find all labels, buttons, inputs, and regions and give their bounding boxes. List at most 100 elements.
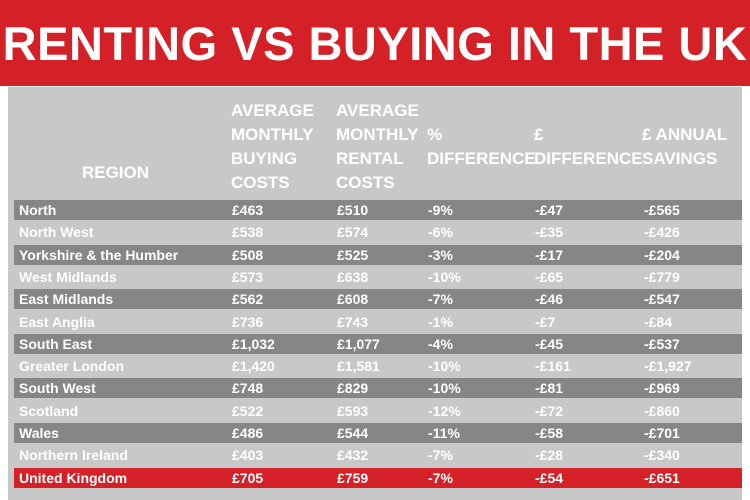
header-buying-line: AVERAGE	[231, 101, 314, 120]
cell-annual-savings: -£651	[644, 470, 680, 486]
cell-region: West Midlands	[19, 269, 117, 285]
cell-buying-cost: £463	[232, 202, 264, 218]
cell-gbp-difference: -£17	[535, 247, 564, 263]
header-diff: £ DIFFERENCE	[534, 123, 643, 171]
table-row: Greater London £1,420 £1,581 -10% -£161 -£1,9…	[14, 356, 742, 376]
cell-annual-savings: -£565	[644, 202, 680, 218]
header-rental-line: AVERAGE	[336, 101, 419, 120]
header-diff-line: £	[534, 125, 544, 144]
header-buying-line: BUYING	[231, 149, 298, 168]
cell-buying-cost: £1,032	[232, 336, 275, 352]
cell-annual-savings: -£537	[644, 336, 680, 352]
cell-gbp-difference: -£65	[535, 269, 564, 285]
header-rental-line: MONTHLY	[336, 125, 419, 144]
table-row: West Midlands £573 £638 -10% -£65 -£779	[14, 267, 742, 287]
cell-rental-cost: £574	[337, 224, 369, 240]
cell-pct-difference: -4%	[428, 336, 453, 352]
cell-region: South West	[19, 380, 96, 396]
table-row-total: United Kingdom £705 £759 -7% -£54 -£651	[14, 468, 742, 488]
cell-region: East Anglia	[19, 314, 95, 330]
header-savings-line: SAVINGS	[642, 149, 718, 168]
cell-pct-difference: -12%	[428, 403, 461, 419]
cell-pct-difference: -3%	[428, 247, 453, 263]
cell-annual-savings: -£969	[644, 380, 680, 396]
cell-region: Scotland	[19, 403, 79, 419]
cell-region: North West	[19, 224, 94, 240]
cell-annual-savings: -£426	[644, 224, 680, 240]
cell-annual-savings: -£1,927	[644, 358, 692, 374]
cell-region: South East	[19, 336, 93, 352]
cell-buying-cost: £748	[232, 380, 264, 396]
table-row: South East £1,032 £1,077 -4% -£45 -£537	[14, 334, 742, 354]
header-diff-line: DIFFERENCE	[534, 149, 643, 168]
cell-pct-difference: -10%	[428, 358, 461, 374]
cell-pct-difference: -11%	[428, 425, 460, 441]
cell-buying-cost: £736	[232, 314, 264, 330]
cell-buying-cost: £403	[232, 447, 264, 463]
cell-rental-cost: £1,581	[337, 358, 380, 374]
cell-gbp-difference: -£54	[535, 470, 564, 486]
cell-buying-cost: £522	[232, 403, 264, 419]
cell-rental-cost: £544	[337, 425, 369, 441]
table-panel: REGION AVERAGE MONTHLY BUYING COSTS AVER…	[8, 87, 742, 500]
header-buying-line: COSTS	[231, 173, 290, 192]
cell-annual-savings: -£340	[644, 447, 680, 463]
cell-pct-difference: -9%	[428, 202, 453, 218]
cell-buying-cost: £486	[232, 425, 264, 441]
cell-pct-difference: -10%	[428, 380, 461, 396]
cell-rental-cost: £593	[337, 403, 369, 419]
cell-region: Northern Ireland	[19, 447, 128, 463]
header-savings: £ ANNUAL SAVINGS	[642, 123, 727, 171]
cell-annual-savings: -£701	[644, 425, 680, 441]
table-row: Wales £486 £544 -11% -£58 -£701	[14, 423, 742, 443]
cell-annual-savings: -£860	[644, 403, 680, 419]
cell-pct-difference: -1%	[428, 314, 453, 330]
header-pct-line: %	[427, 125, 443, 144]
cell-buying-cost: £538	[232, 224, 264, 240]
cell-gbp-difference: -£58	[535, 425, 564, 441]
cell-rental-cost: £638	[337, 269, 369, 285]
cell-annual-savings: -£547	[644, 291, 680, 307]
cell-region: Greater London	[19, 358, 125, 374]
cell-annual-savings: -£84	[644, 314, 673, 330]
header-buying-line: MONTHLY	[231, 125, 314, 144]
page-title: RENTING VS BUYING IN THE UK	[2, 16, 748, 70]
cell-annual-savings: -£204	[644, 247, 680, 263]
cell-gbp-difference: -£72	[535, 403, 564, 419]
cell-gbp-difference: -£46	[535, 291, 564, 307]
cell-buying-cost: £573	[232, 269, 264, 285]
cell-region: Yorkshire & the Humber	[19, 247, 179, 263]
header-buying: AVERAGE MONTHLY BUYING COSTS	[231, 99, 314, 195]
table-row: Scotland £522 £593 -12% -£72 -£860	[14, 401, 742, 421]
cell-buying-cost: £562	[232, 291, 264, 307]
cell-buying-cost: £705	[232, 470, 264, 486]
cell-pct-difference: -10%	[428, 269, 461, 285]
cell-gbp-difference: -£81	[535, 380, 564, 396]
header-rental-line: COSTS	[336, 173, 395, 192]
cell-gbp-difference: -£161	[535, 358, 571, 374]
cell-rental-cost: £432	[337, 447, 369, 463]
cell-buying-cost: £508	[232, 247, 264, 263]
cell-rental-cost: £759	[337, 470, 369, 486]
cell-rental-cost: £743	[337, 314, 369, 330]
table-row: East Midlands £562 £608 -7% -£46 -£547	[14, 289, 742, 309]
header-pct-line: DIFFERENCE	[427, 149, 536, 168]
cell-buying-cost: £1,420	[232, 358, 275, 374]
table-row: North £463 £510 -9% -£47 -£565	[14, 200, 742, 220]
table-row: East Anglia £736 £743 -1% -£7 -£84	[14, 312, 742, 332]
cell-pct-difference: -7%	[428, 470, 453, 486]
cell-region: North	[19, 202, 57, 218]
cell-gbp-difference: -£45	[535, 336, 564, 352]
cell-gbp-difference: -£28	[535, 447, 564, 463]
table-row: North West £538 £574 -6% -£35 -£426	[14, 222, 742, 242]
cell-rental-cost: £829	[337, 380, 369, 396]
cell-gbp-difference: -£47	[535, 202, 564, 218]
cell-gbp-difference: -£7	[535, 314, 556, 330]
cell-rental-cost: £608	[337, 291, 369, 307]
title-bar: RENTING VS BUYING IN THE UK	[0, 0, 750, 86]
cell-pct-difference: -6%	[428, 224, 453, 240]
header-savings-line: £ ANNUAL	[642, 125, 728, 144]
cell-pct-difference: -7%	[428, 447, 453, 463]
table-row: South West £748 £829 -10% -£81 -£969	[14, 378, 742, 398]
